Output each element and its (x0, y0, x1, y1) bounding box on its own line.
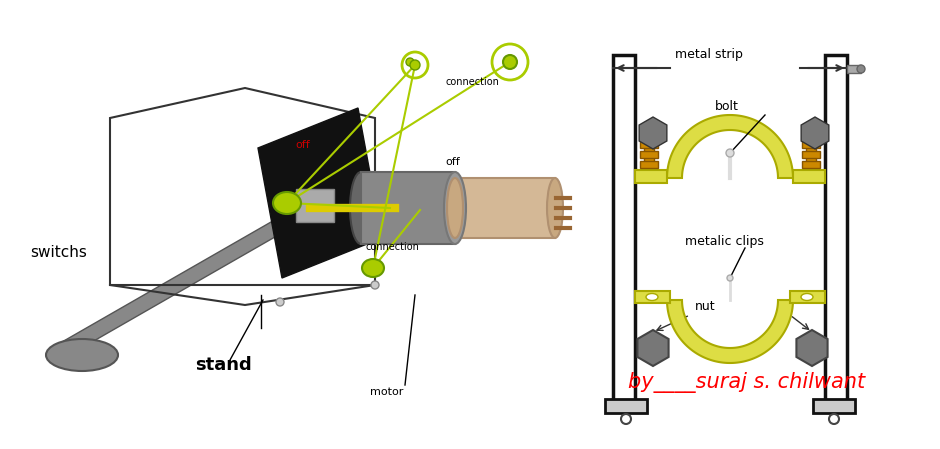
Ellipse shape (273, 192, 301, 214)
Ellipse shape (801, 294, 813, 300)
Bar (605, 399, 647, 413)
Circle shape (410, 60, 420, 70)
Bar (296, 189, 334, 222)
Polygon shape (258, 108, 382, 278)
Circle shape (829, 414, 839, 424)
Circle shape (276, 298, 284, 306)
Text: switchs: switchs (30, 245, 86, 260)
Bar (361, 172, 455, 244)
Text: bolt: bolt (715, 100, 739, 113)
Bar (640, 151, 658, 158)
Ellipse shape (646, 294, 658, 300)
Text: by____suraj s. chilwant: by____suraj s. chilwant (628, 372, 865, 393)
Bar (635, 170, 667, 183)
Circle shape (857, 65, 865, 73)
Bar (644, 132, 654, 165)
Ellipse shape (444, 172, 466, 244)
Bar (802, 151, 820, 158)
Circle shape (727, 275, 733, 281)
Bar (813, 399, 855, 413)
Bar (806, 132, 816, 165)
Bar (793, 170, 825, 183)
Polygon shape (667, 115, 793, 178)
Polygon shape (639, 117, 666, 149)
Text: off: off (295, 140, 310, 150)
Bar (802, 161, 820, 168)
Text: connection: connection (365, 242, 419, 252)
Text: nut: nut (695, 300, 715, 313)
Circle shape (503, 55, 517, 69)
Circle shape (406, 58, 414, 66)
Text: motor: motor (370, 387, 403, 397)
Bar (790, 291, 825, 303)
Polygon shape (62, 218, 308, 342)
Text: metal strip: metal strip (675, 48, 743, 61)
Circle shape (371, 281, 379, 289)
Ellipse shape (350, 172, 372, 244)
Bar (847, 65, 861, 73)
Bar (640, 161, 658, 168)
Bar (802, 141, 820, 148)
Text: metalic clips: metalic clips (685, 235, 764, 248)
Polygon shape (801, 117, 829, 149)
Circle shape (726, 149, 734, 157)
Ellipse shape (547, 178, 563, 238)
Ellipse shape (447, 178, 463, 238)
Bar (635, 291, 670, 303)
Polygon shape (796, 330, 827, 366)
Text: connection: connection (445, 77, 499, 87)
Ellipse shape (362, 259, 384, 277)
Text: off: off (445, 157, 460, 167)
Bar (825, 55, 847, 410)
Polygon shape (637, 330, 668, 366)
Text: stand: stand (195, 356, 252, 374)
Ellipse shape (46, 339, 118, 371)
Bar (640, 141, 658, 148)
Bar (455, 178, 555, 238)
Polygon shape (667, 300, 793, 363)
Circle shape (621, 414, 631, 424)
Bar (613, 55, 635, 410)
